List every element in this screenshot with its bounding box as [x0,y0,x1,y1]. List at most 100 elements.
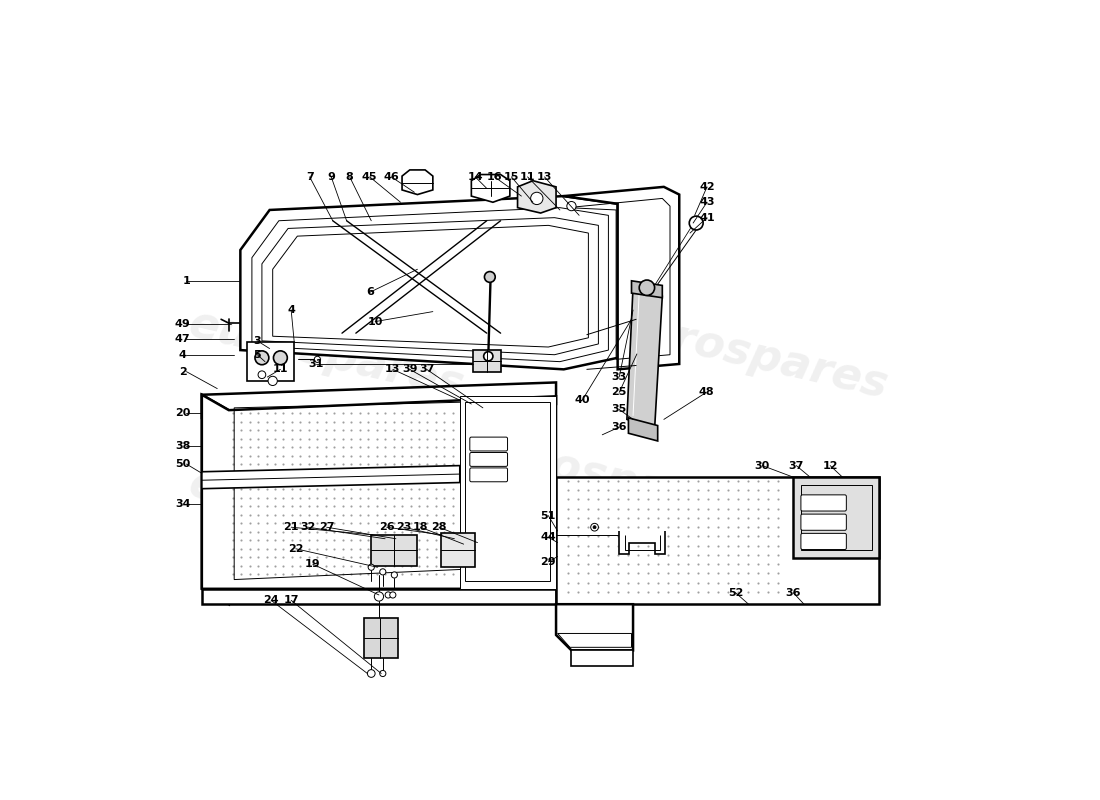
Circle shape [389,592,396,598]
Text: 42: 42 [700,182,715,192]
Text: 13: 13 [385,364,400,374]
Circle shape [268,376,277,386]
Circle shape [385,592,392,598]
Polygon shape [363,618,398,658]
FancyBboxPatch shape [470,437,507,451]
Text: 50: 50 [175,459,190,469]
Text: eurospares: eurospares [185,302,469,407]
Polygon shape [246,342,295,381]
Text: 25: 25 [612,387,627,398]
FancyBboxPatch shape [470,453,507,466]
FancyBboxPatch shape [470,468,507,482]
Polygon shape [460,396,556,589]
Text: 46: 46 [384,172,399,182]
Text: 2: 2 [178,366,187,377]
Text: 30: 30 [755,461,770,470]
Text: 27: 27 [319,522,334,532]
Polygon shape [202,394,556,589]
Circle shape [392,572,397,578]
Text: 36: 36 [612,422,627,432]
Circle shape [591,523,598,531]
Polygon shape [556,604,634,650]
Text: 28: 28 [431,522,447,532]
Circle shape [379,569,386,575]
Polygon shape [241,196,618,370]
Text: 11: 11 [273,364,288,374]
Text: 22: 22 [288,544,304,554]
Text: 51: 51 [541,510,556,521]
Text: 4: 4 [287,305,295,315]
Circle shape [374,592,384,601]
Text: 24: 24 [263,595,279,606]
Polygon shape [556,477,880,604]
Circle shape [530,192,543,205]
Text: 37: 37 [419,364,435,374]
Circle shape [255,351,268,365]
Text: 43: 43 [700,198,715,207]
Text: 47: 47 [175,334,190,344]
Text: 5: 5 [253,350,261,360]
Text: 3: 3 [253,336,261,346]
Text: 41: 41 [700,213,715,222]
Text: 19: 19 [305,559,320,569]
Text: 9: 9 [328,172,336,182]
Polygon shape [472,174,510,202]
Circle shape [368,564,374,570]
Polygon shape [473,350,500,372]
Polygon shape [202,394,229,604]
Circle shape [274,351,287,365]
Text: 10: 10 [367,317,383,326]
Polygon shape [202,382,556,418]
Text: 8: 8 [345,172,353,182]
Text: 15: 15 [504,172,519,182]
Text: 18: 18 [412,522,428,532]
Polygon shape [517,181,556,213]
Text: 4: 4 [178,350,187,360]
Text: 33: 33 [612,372,627,382]
Text: 16: 16 [486,172,503,182]
Text: 40: 40 [574,395,590,405]
FancyBboxPatch shape [801,534,846,550]
Circle shape [484,352,493,361]
Text: eurospares: eurospares [464,426,748,530]
Text: 13: 13 [537,172,552,182]
Text: 14: 14 [468,172,483,182]
Text: 31: 31 [308,359,323,369]
Circle shape [639,280,654,295]
Circle shape [566,202,576,210]
Polygon shape [440,534,475,567]
Circle shape [593,526,596,529]
Text: 39: 39 [402,364,418,374]
FancyBboxPatch shape [801,514,846,530]
Text: 20: 20 [175,408,190,418]
Polygon shape [202,589,556,604]
Circle shape [690,216,703,230]
Text: 44: 44 [540,532,557,542]
Text: 17: 17 [284,595,299,606]
Circle shape [367,670,375,678]
FancyBboxPatch shape [801,495,846,511]
Polygon shape [793,477,880,558]
Text: 6: 6 [366,287,374,298]
Text: 52: 52 [728,588,744,598]
Polygon shape [628,418,658,441]
Text: 34: 34 [175,499,190,509]
Text: 23: 23 [396,522,411,532]
Text: 11: 11 [520,172,536,182]
Polygon shape [403,170,433,194]
Text: 36: 36 [785,588,801,598]
Text: 29: 29 [540,557,557,567]
Text: 1: 1 [183,276,190,286]
Text: 45: 45 [362,172,377,182]
Text: 48: 48 [698,387,714,398]
Polygon shape [563,187,680,370]
Text: eurospares: eurospares [185,462,469,567]
Polygon shape [619,531,666,554]
Circle shape [315,356,320,362]
Text: 49: 49 [175,319,190,329]
Text: 35: 35 [612,404,627,414]
Text: 26: 26 [378,522,395,532]
Polygon shape [202,466,460,489]
Text: 7: 7 [306,172,313,182]
Circle shape [258,371,266,378]
